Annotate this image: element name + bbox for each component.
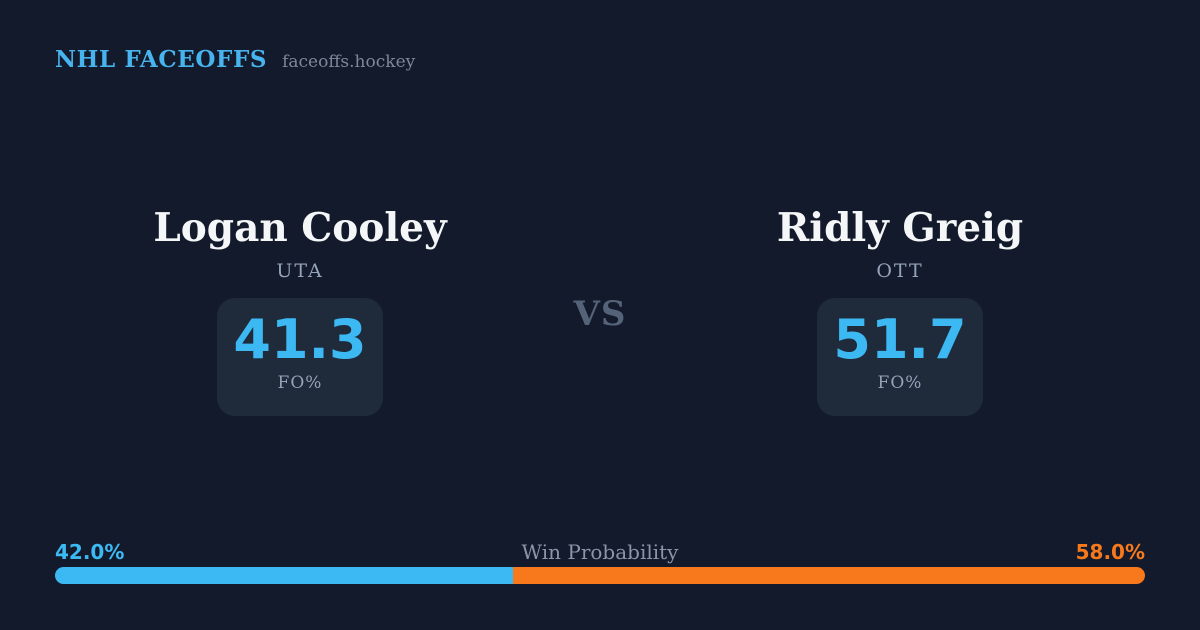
right-win-percentage: 58.0% xyxy=(1075,540,1145,564)
player-name: Ridly Greig xyxy=(776,205,1024,251)
left-win-percentage: 42.0% xyxy=(55,540,125,564)
win-bar-left-segment xyxy=(55,567,513,584)
faceoff-percentage-value: 41.3 xyxy=(233,307,367,371)
faceoff-percentage-label: FO% xyxy=(277,372,323,393)
faceoff-stat-card: 41.3 FO% xyxy=(217,297,383,416)
player-card-right: Ridly Greig OTT 51.7 FO% xyxy=(700,206,1100,416)
faceoff-stat-card: 51.7 FO% xyxy=(817,297,983,416)
win-probability-labels-row: 42.0% Win Probability 58.0% xyxy=(55,540,1145,564)
header: NHL FACEOFFS faceoffs.hockey xyxy=(55,46,415,73)
win-probability-bar xyxy=(55,567,1145,584)
win-probability-label: Win Probability xyxy=(521,540,679,564)
player-card-left: Logan Cooley UTA 41.3 FO% xyxy=(100,206,500,416)
player-team: OTT xyxy=(876,259,924,282)
faceoff-percentage-label: FO% xyxy=(877,372,923,393)
player-name: Logan Cooley xyxy=(153,205,447,251)
player-team: UTA xyxy=(276,259,324,282)
app-title: NHL FACEOFFS xyxy=(55,46,268,73)
win-bar-right-segment xyxy=(512,567,1145,584)
site-domain: faceoffs.hockey xyxy=(282,52,416,72)
vs-label: VS xyxy=(573,294,627,334)
faceoff-percentage-value: 51.7 xyxy=(833,307,967,371)
